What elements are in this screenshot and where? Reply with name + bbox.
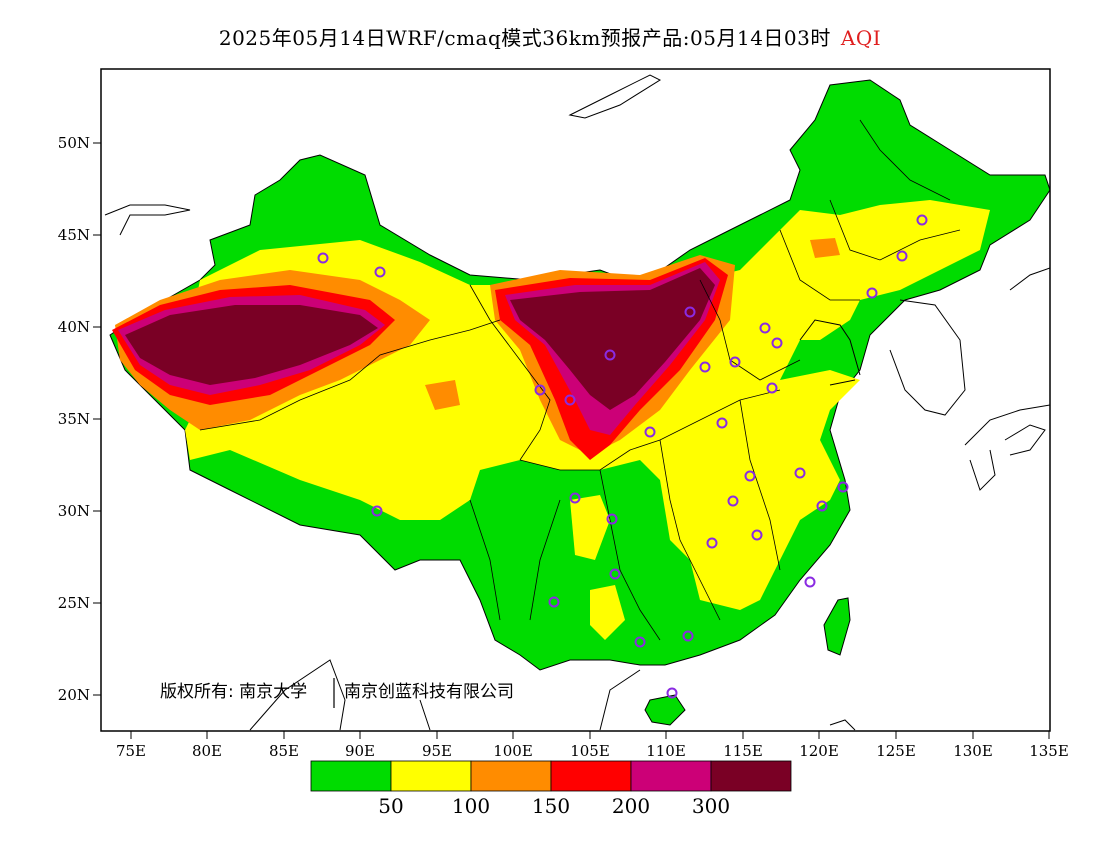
station-marker: [371, 505, 383, 517]
moderate-zone-sw: [590, 585, 625, 640]
station-marker: [816, 500, 828, 512]
station-marker: [684, 306, 696, 318]
y-tick-label: 30N: [58, 502, 90, 520]
legend-swatch: [310, 760, 392, 792]
station-marker: [727, 495, 739, 507]
coastline-baikal: [568, 74, 662, 119]
station-marker: [569, 492, 581, 504]
taiwan-region: [823, 597, 851, 656]
map-title: 2025年05月14日WRF/cmaq模式36km预报产品:05月14日03时 A…: [0, 22, 1100, 51]
station-marker: [804, 576, 816, 588]
legend-label: 50: [378, 794, 403, 818]
legend-swatch: [550, 760, 632, 792]
x-tick-label: 110E: [646, 742, 686, 760]
coastline-southeast-asia: [249, 659, 856, 731]
station-marker: [837, 481, 849, 493]
station-marker: [729, 356, 741, 368]
station-marker: [916, 214, 928, 226]
map-area: [104, 74, 1050, 731]
legend-swatch: [390, 760, 472, 792]
copyright-owner-1: 版权所有: 南京大学: [160, 682, 307, 702]
station-marker: [564, 394, 576, 406]
station-marker: [317, 252, 329, 264]
coastline-kazakh-lake: [104, 204, 191, 236]
copyright-owner-2: 南京创蓝科技有限公司: [344, 682, 514, 702]
station-marker: [644, 426, 656, 438]
station-marker: [751, 529, 763, 541]
station-marker: [604, 349, 616, 361]
station-marker: [634, 636, 646, 648]
x-axis: 75E 80E 85E 90E 95E 100E 105E 110E 115E …: [116, 731, 1069, 760]
title-variable: AQI: [840, 26, 882, 50]
y-tick-label: 50N: [58, 134, 90, 152]
x-tick-label: 100E: [493, 742, 533, 760]
legend-swatch: [630, 760, 712, 792]
x-tick-label: 90E: [345, 742, 375, 760]
x-tick-label: 95E: [422, 742, 452, 760]
x-tick-label: 75E: [116, 742, 146, 760]
hazardous-zone-central: [510, 268, 715, 410]
moderate-zone-east: [560, 200, 990, 610]
x-tick-label: 105E: [570, 742, 610, 760]
station-marker: [666, 687, 678, 699]
station-markers: [317, 214, 928, 699]
coastline-korea: [889, 299, 966, 416]
legend-label: 100: [452, 794, 490, 818]
station-marker: [548, 596, 560, 608]
map-frame: [100, 68, 1051, 732]
color-legend: 50 100 150 200 300: [310, 760, 792, 818]
station-marker: [606, 513, 618, 525]
x-tick-label: 125E: [876, 742, 916, 760]
hainan-region: [644, 694, 686, 726]
y-tick-label: 45N: [58, 226, 90, 244]
x-tick-label: 135E: [1029, 742, 1069, 760]
coastline-japan: [964, 404, 1050, 491]
x-tick-label: 115E: [723, 742, 763, 760]
station-marker: [374, 266, 386, 278]
station-marker: [699, 361, 711, 373]
y-axis: 50N 45N 40N 35N 30N 25N 20N: [58, 134, 101, 704]
x-tick-label: 130E: [953, 742, 993, 760]
station-marker: [609, 568, 621, 580]
station-marker: [744, 470, 756, 482]
legend-label: 300: [692, 794, 730, 818]
legend-label: 200: [612, 794, 650, 818]
station-marker: [706, 537, 718, 549]
station-marker: [766, 382, 778, 394]
station-marker: [716, 417, 728, 429]
station-marker: [771, 337, 783, 349]
province-borders: [199, 119, 961, 641]
legend-swatch: [710, 760, 792, 792]
coastline-yellow-sea: [799, 319, 861, 386]
station-marker: [794, 467, 806, 479]
usg-zone-ne: [810, 238, 840, 258]
legend-label: 150: [532, 794, 570, 818]
station-marker: [534, 384, 546, 396]
y-tick-label: 40N: [58, 318, 90, 336]
y-tick-label: 35N: [58, 410, 90, 428]
x-tick-label: 85E: [269, 742, 299, 760]
legend-swatch: [470, 760, 552, 792]
station-marker: [896, 250, 908, 262]
station-marker: [866, 287, 878, 299]
title-text: 2025年05月14日WRF/cmaq模式36km预报产品:05月14日03时: [218, 26, 831, 50]
y-tick-label: 20N: [58, 686, 90, 704]
copyright: 版权所有: 南京大学 南京创蓝科技有限公司: [160, 678, 514, 708]
station-marker: [759, 322, 771, 334]
station-marker: [682, 630, 694, 642]
usg-zone-tibet: [425, 380, 460, 410]
x-tick-label: 80E: [192, 742, 222, 760]
hazardous-zone-tarim: [125, 305, 378, 385]
coastline-sakhalin: [1009, 267, 1050, 291]
moderate-zone-south: [570, 495, 610, 560]
x-tick-label: 120E: [799, 742, 839, 760]
y-tick-label: 25N: [58, 594, 90, 612]
